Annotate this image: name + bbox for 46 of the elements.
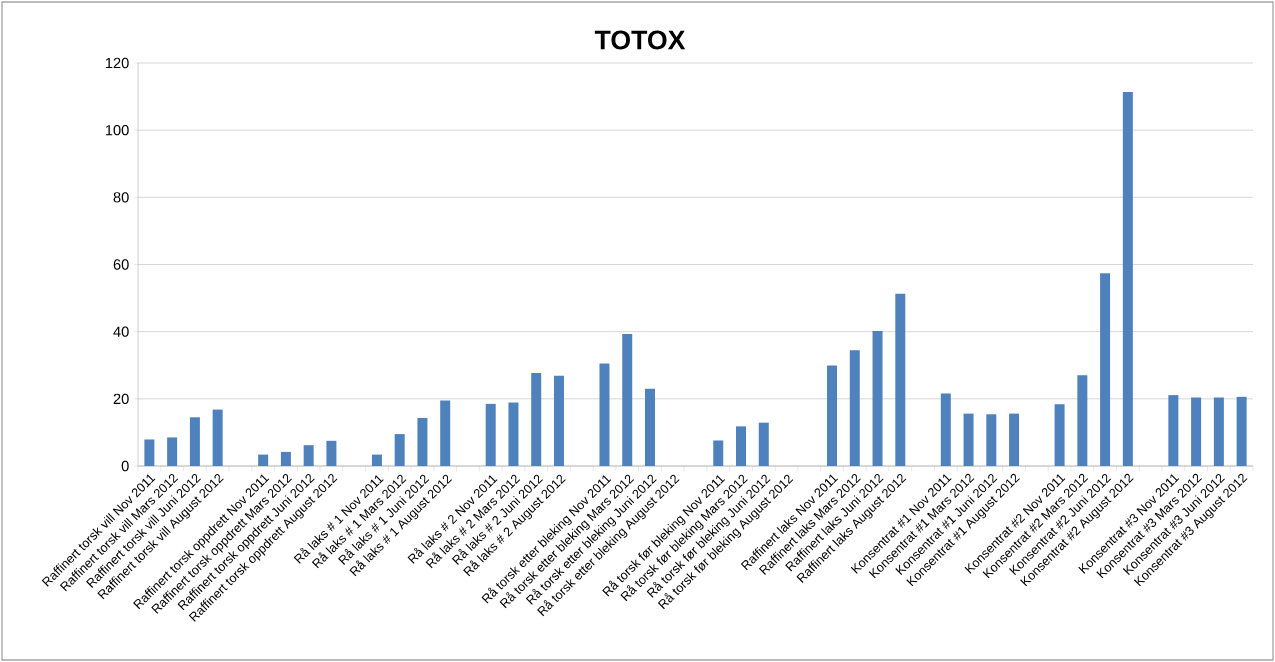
bar	[599, 363, 610, 466]
bar	[622, 334, 633, 466]
y-tick-label: 80	[113, 192, 129, 203]
bar	[531, 372, 542, 466]
bar	[167, 437, 178, 466]
bar	[1054, 404, 1065, 466]
bar	[1009, 413, 1020, 466]
bar	[644, 388, 655, 466]
bar	[440, 400, 451, 466]
bar	[326, 440, 337, 466]
bar	[144, 439, 155, 466]
bar	[872, 330, 883, 466]
chart-title: TOTOX	[594, 30, 686, 50]
y-tick-label: 60	[113, 259, 129, 270]
bar	[1100, 273, 1111, 466]
bar	[189, 417, 200, 466]
bar	[553, 375, 564, 466]
bar	[986, 414, 997, 466]
y-tick-label: 20	[113, 393, 129, 405]
y-tick-label: 0	[121, 460, 129, 472]
y-tick-label: 100	[105, 124, 129, 136]
bar	[417, 417, 428, 466]
bar	[1168, 395, 1179, 466]
bar	[940, 393, 951, 466]
bar	[1213, 397, 1224, 466]
bar	[713, 440, 724, 466]
bar	[485, 403, 496, 466]
bar	[895, 293, 906, 466]
y-tick-label: 40	[113, 326, 129, 337]
bar	[212, 409, 223, 466]
bar	[303, 445, 314, 466]
bar	[1122, 91, 1133, 466]
bar	[1077, 375, 1088, 466]
bar	[258, 454, 269, 466]
bar	[736, 426, 747, 466]
bar	[758, 422, 769, 466]
bar	[963, 413, 974, 466]
bar	[394, 434, 405, 466]
bar	[508, 402, 519, 466]
bar	[371, 454, 382, 466]
bar	[1191, 397, 1202, 466]
bar	[280, 451, 291, 466]
bar	[827, 365, 838, 466]
bar	[1236, 396, 1247, 466]
bar	[849, 350, 860, 466]
y-tick-label: 120	[105, 57, 129, 69]
